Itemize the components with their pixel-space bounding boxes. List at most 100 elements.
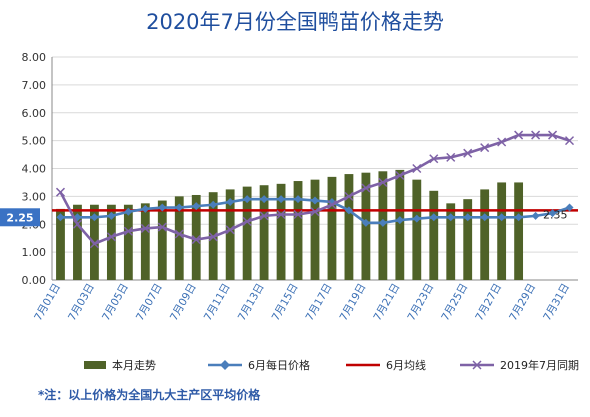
data-point [208,232,218,242]
data-point-stroke [497,137,507,147]
x-tick-label: 7月07日 [134,282,165,324]
data-point [55,187,66,197]
bar [446,203,456,280]
annotations: 2.25 2.35 [0,208,568,227]
y-tick-label: 1.00 [22,246,47,259]
data-point-stroke [327,200,337,210]
data-point [446,213,455,222]
x-tick-label: 7月27日 [473,281,504,323]
data-point [548,209,557,218]
bar [463,199,473,280]
data-point [209,200,218,209]
y-axis-ticks: 0.001.002.003.004.005.006.007.008.00 [22,51,47,287]
data-point-stroke [191,235,201,245]
data-point [531,130,541,140]
legend-item-june-daily: 6月每日价格 [208,356,310,374]
x-tick-label: 7月31日 [541,282,572,324]
data-point-stroke [106,232,116,242]
data-point [344,206,353,215]
data-point-stroke [531,130,541,140]
bar [174,196,184,280]
data-point [174,229,184,239]
data-point [412,214,421,223]
x-tick-label: 7月09日 [168,282,199,324]
bar [157,200,167,280]
data-point [548,130,558,140]
data-point-stroke [157,222,167,232]
data-point [514,213,523,222]
data-point-stroke [378,177,388,187]
data-point [514,130,524,140]
y-tick-label: 8.00 [22,51,47,64]
data-point [175,203,184,212]
legend-june-daily-swatch [208,360,242,370]
x-tick-label: 7月15日 [270,282,301,324]
data-point [497,213,506,222]
x-tick-label: 7月19日 [338,282,369,324]
x-tick-label: 7月25日 [439,282,470,324]
legend-bar-swatch [84,361,106,369]
data-point [564,136,575,146]
data-point [158,203,167,212]
data-point [429,213,438,222]
bar [123,204,133,280]
footnote: *注：以上价格为全国九大主产区平均价格 [38,388,261,402]
bar [310,179,320,280]
data-point [191,235,201,245]
data-point [463,213,472,222]
data-point-stroke [480,143,490,153]
data-point [293,209,303,220]
end-value-label: 2.35 [543,208,568,221]
bar [259,185,269,280]
bar [293,181,303,280]
data-point [106,232,116,242]
bar [56,208,65,280]
data-point [412,163,422,174]
data-point [378,218,387,227]
data-point [446,152,456,162]
data-point-stroke [310,207,320,217]
legend-last-year-swatch [460,360,494,370]
chart-title: 2020年7月份全国鸭苗价格走势 [146,10,444,34]
legend-june-avg-swatch [346,363,380,367]
data-point [124,207,133,216]
data-point [395,170,405,180]
data-point-stroke [242,216,252,226]
legend-last-year-label: 2019年7月同期 [500,359,579,372]
data-point [311,196,319,205]
data-point-stroke [174,229,184,239]
bar [480,189,490,280]
axis-value-box [0,208,40,227]
data-point-stroke [276,209,286,220]
data-point [361,183,371,193]
data-point [226,197,235,206]
data-point-stroke [140,223,150,233]
data-point [565,203,574,212]
y-tick-label: 0.00 [22,274,47,287]
data-point [140,223,150,233]
data-point [157,222,167,232]
data-point [429,154,439,164]
data-point [192,202,201,211]
data-point-stroke [429,154,439,164]
line-series [55,130,575,249]
data-point-stroke [446,152,456,162]
bar [327,176,337,280]
y-tick-label: 3.00 [22,190,47,203]
data-point-stroke [514,130,524,140]
data-point-stroke [293,209,303,220]
data-point [276,209,286,220]
axis-value-label: 2.25 [6,211,33,224]
y-tick-label: 4.00 [22,163,47,176]
data-point-stroke [55,187,66,197]
data-point [107,211,116,220]
data-point [378,177,388,187]
data-point-stroke [208,232,218,242]
data-point [327,200,337,210]
data-point [242,216,252,226]
data-point-stroke [564,136,575,146]
x-tick-label: 7月21日 [372,282,403,324]
data-point [123,226,133,236]
data-point-stroke [412,163,422,174]
data-point-stroke [259,211,269,221]
